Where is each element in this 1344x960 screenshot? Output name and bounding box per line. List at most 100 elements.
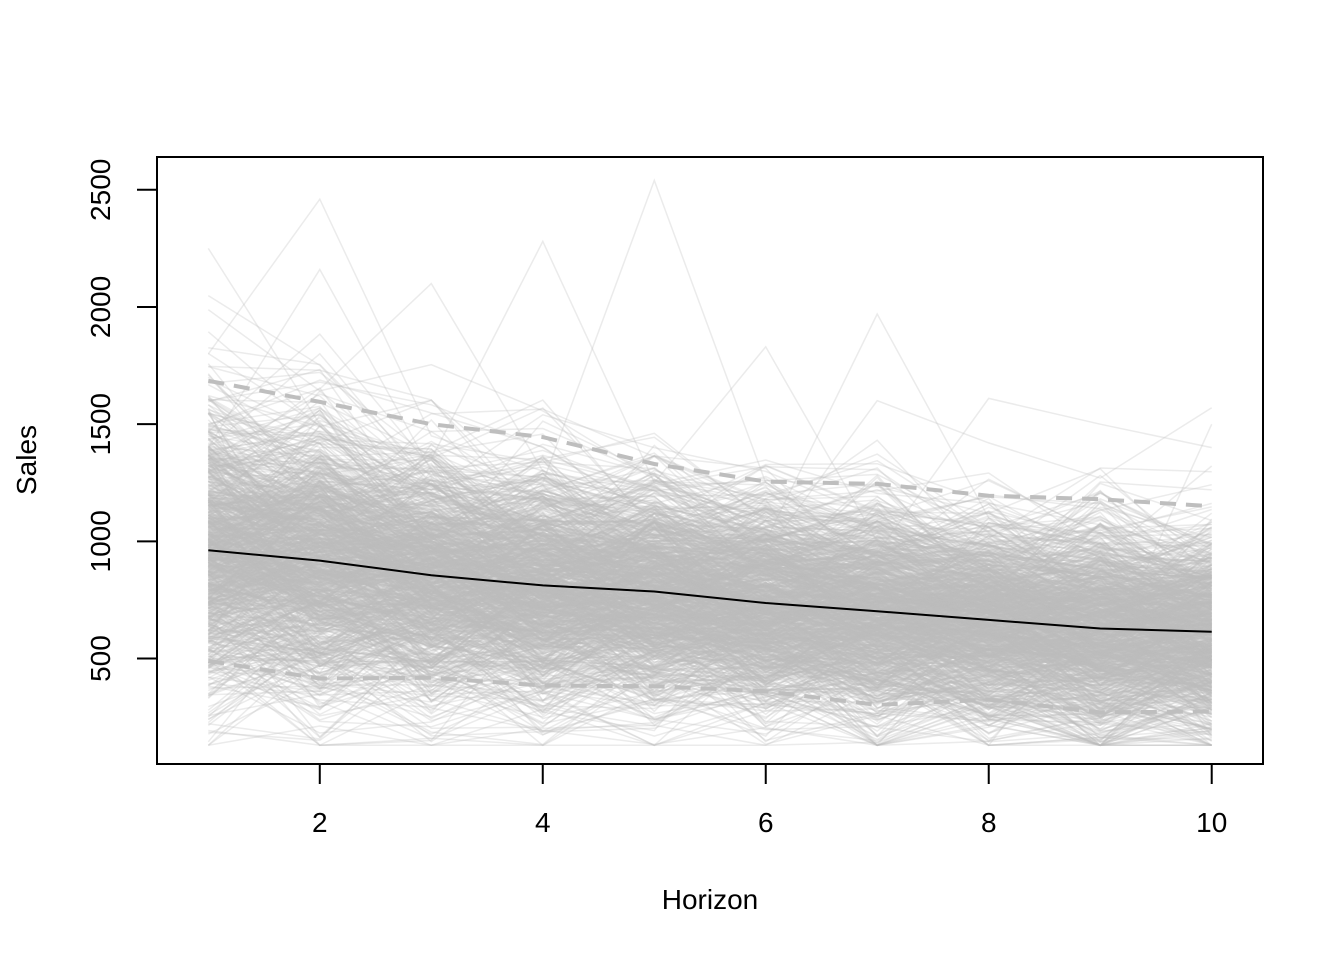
simulated-path [207, 495, 1213, 637]
simulated-path [207, 535, 1212, 719]
simulated-path [207, 398, 1212, 606]
simulated-path [208, 491, 1213, 698]
simulated-path [207, 526, 1212, 691]
simulated-path [207, 546, 1212, 668]
simulated-path [207, 570, 1212, 710]
simulated-path [208, 510, 1212, 625]
simulated-path [208, 511, 1213, 668]
simulated-path [208, 541, 1212, 687]
simulated-path [208, 590, 1212, 685]
simulated-path [208, 462, 1212, 646]
simulated-path [208, 553, 1212, 692]
simulated-path [207, 484, 1212, 631]
simulated-path [208, 562, 1212, 666]
simulated-path [208, 365, 1212, 576]
simulated-path [207, 482, 1213, 614]
simulated-path [208, 533, 1213, 645]
simulated-path [208, 619, 1213, 747]
simulated-path [207, 406, 1212, 609]
simulated-path [207, 602, 1213, 702]
simulated-path [208, 637, 1212, 742]
simulated-path [207, 521, 1212, 655]
simulated-path [207, 582, 1212, 718]
simulated-path [207, 470, 1213, 648]
simulated-path [208, 530, 1213, 679]
simulated-path [208, 482, 1212, 655]
simulated-path [208, 479, 1212, 721]
simulated-path [208, 566, 1212, 637]
simulated-path [208, 405, 1212, 577]
simulated-path [208, 577, 1213, 705]
simulated-path [208, 557, 1212, 713]
simulated-path [208, 521, 1213, 631]
simulated-path [207, 373, 1212, 562]
simulated-path [207, 483, 1212, 708]
simulated-path [207, 466, 1212, 678]
simulated-path [208, 467, 1212, 655]
simulated-path [208, 553, 1212, 627]
simulated-path [208, 531, 1212, 661]
simulated-path [208, 474, 1213, 662]
simulated-path [208, 600, 1212, 747]
simulated-path [208, 562, 1212, 694]
simulated-path [207, 445, 1212, 627]
simulated-path [208, 630, 1212, 719]
simulated-path [208, 442, 1213, 596]
simulated-path [207, 674, 1212, 747]
simulated-path [207, 599, 1212, 707]
simulated-path [208, 573, 1213, 716]
y-axis: 500 1000 1500 2000 2500 [85, 159, 158, 682]
simulated-path [208, 442, 1212, 650]
simulated-path [207, 410, 1212, 596]
simulated-path [207, 474, 1213, 611]
simulated-path [207, 378, 1212, 570]
simulated-path [208, 560, 1212, 672]
simulated-path [208, 452, 1212, 617]
simulated-path [208, 517, 1213, 650]
simulated-path [207, 469, 1212, 634]
simulated-path [208, 592, 1213, 736]
simulated-path [208, 480, 1213, 661]
simulated-path [207, 571, 1212, 706]
simulated-path [207, 533, 1212, 665]
simulated-path [207, 455, 1212, 689]
simulated-path [208, 526, 1212, 714]
simulated-path [208, 525, 1212, 646]
simulated-path [208, 518, 1212, 626]
simulated-path [208, 619, 1212, 682]
simulated-path [208, 501, 1212, 590]
simulated-path [208, 394, 1212, 572]
simulated-path [208, 527, 1212, 627]
simulated-path [208, 534, 1212, 682]
simulated-path [207, 567, 1213, 704]
simulated-path [207, 508, 1213, 728]
simulated-path [208, 487, 1213, 655]
simulated-path [208, 515, 1212, 664]
simulated-path [207, 496, 1212, 693]
simulated-path [208, 495, 1212, 647]
simulated-path [208, 521, 1213, 707]
simulated-path [208, 512, 1212, 650]
simulated-path [208, 515, 1212, 615]
simulated-path [207, 483, 1213, 668]
simulated-path [207, 572, 1212, 656]
simulated-path [208, 520, 1213, 677]
simulated-path [207, 458, 1212, 618]
simulated-path [208, 521, 1212, 648]
simulated-path [208, 555, 1212, 660]
simulated-path [208, 523, 1213, 718]
simulated-path [207, 294, 1213, 579]
simulated-path [207, 518, 1212, 652]
simulated-path [207, 644, 1212, 747]
simulated-path [207, 569, 1212, 719]
simulated-path [208, 537, 1212, 643]
simulated-path [208, 590, 1213, 718]
simulated-path [208, 510, 1212, 687]
simulated-path [207, 557, 1212, 740]
simulated-path [207, 414, 1212, 624]
simulated-path [207, 450, 1212, 623]
simulated-path [208, 573, 1212, 687]
simulated-path [208, 549, 1212, 666]
